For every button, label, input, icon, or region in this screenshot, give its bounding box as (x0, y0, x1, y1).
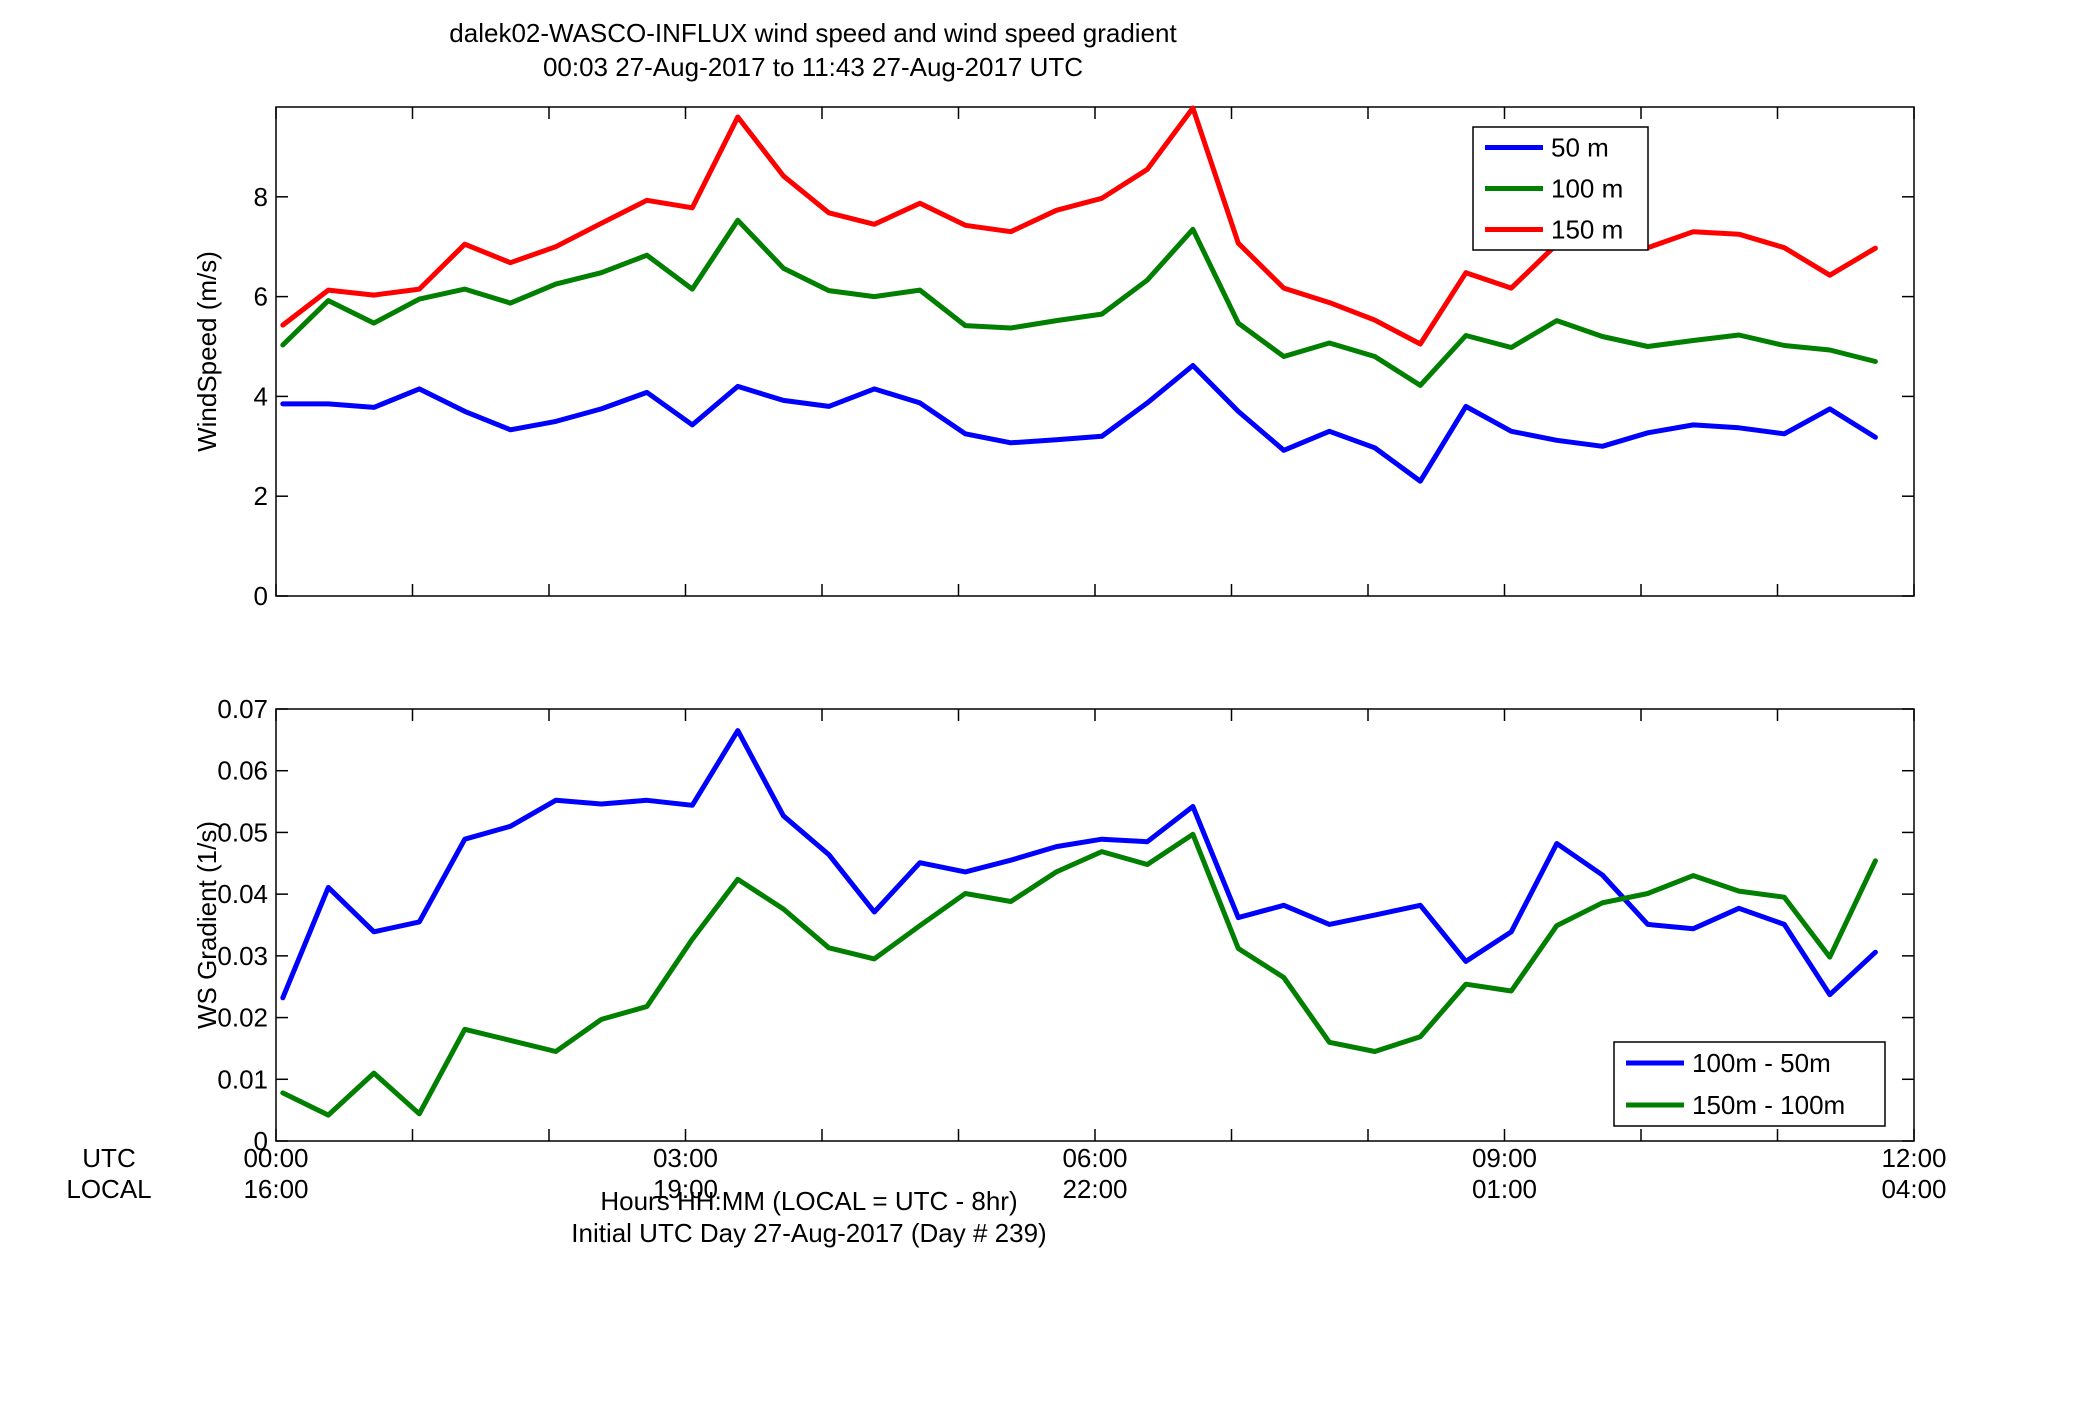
y-tick-label: 0.07 (217, 694, 268, 724)
local-row-label: LOCAL (66, 1174, 151, 1204)
x-tick-label-local: 22:00 (1062, 1174, 1127, 1204)
y-tick-label: 0 (254, 1126, 268, 1156)
y-tick-label: 6 (254, 282, 268, 312)
x-tick-label-local: 04:00 (1881, 1174, 1946, 1204)
x-tick-label-utc: 12:00 (1881, 1143, 1946, 1173)
gradient-panel: 0 0.01 0.02 0.03 0.04 0.05 0.06 0.07 WS Gradient… (192, 694, 1915, 1156)
y-axis-label: WS Gradient (1/s) (192, 821, 222, 1029)
x-tick-label-local: 01:00 (1472, 1174, 1537, 1204)
x-tick-label-utc: 03:00 (653, 1143, 718, 1173)
y-tick-label: 0.04 (217, 879, 268, 909)
y-axis-label: WindSpeed (m/s) (192, 251, 222, 452)
x-axis-text: UTC LOCAL Hours HH:MM (LOCAL = UTC - 8hr… (66, 1143, 1946, 1248)
utc-row-label: UTC (82, 1143, 135, 1173)
x-tick-label-local: 19:00 (653, 1174, 718, 1204)
series-line-50-m (280, 363, 1878, 484)
x-tick-label-utc: 06:00 (1062, 1143, 1127, 1173)
chart-title-line1: dalek02-WASCO-INFLUX wind speed and wind… (449, 18, 1177, 48)
y-tick-label: 0.05 (217, 817, 268, 847)
x-axis-label-line1: Hours HH:MM (LOCAL = UTC - 8hr) (600, 1186, 1017, 1216)
legend-entry-label: 50 m (1551, 133, 1609, 163)
x-tick-label-utc: 09:00 (1472, 1143, 1537, 1173)
chart-title-line2: 00:03 27-Aug-2017 to 11:43 27-Aug-2017 U… (543, 52, 1083, 82)
legend-entry-label: 150 m (1551, 215, 1623, 245)
legend: 100m - 50m 150m - 100m (1613, 1041, 1886, 1127)
series-line-100-m (280, 217, 1878, 388)
series-line-150m-100m (280, 831, 1878, 1118)
series-line-100m-50m (280, 728, 1878, 1001)
legend-entry-label: 100m - 50m (1692, 1048, 1831, 1078)
legend-entry-label: 100 m (1551, 174, 1623, 204)
y-tick-label: 0.03 (217, 941, 268, 971)
x-tick-label-local: 16:00 (243, 1174, 308, 1204)
x-axis-label-line2: Initial UTC Day 27-Aug-2017 (Day # 239) (571, 1218, 1046, 1248)
legend-box (1613, 1041, 1886, 1127)
y-tick-label: 0.01 (217, 1064, 268, 1094)
y-tick-label: 2 (254, 481, 268, 511)
y-tick-label: 0.02 (217, 1003, 268, 1033)
x-tick-label-utc: 00:00 (243, 1143, 308, 1173)
y-tick-label: 0 (254, 581, 268, 611)
windspeed-panel: 0 2 4 6 8 WindSpeed (m/s) 50 m 100 m 150 m (192, 105, 1915, 611)
legend: 50 m 100 m 150 m (1472, 126, 1649, 251)
legend-entry-label: 150m - 100m (1692, 1090, 1845, 1120)
y-tick-label: 0.06 (217, 756, 268, 786)
y-tick-label: 8 (254, 182, 268, 212)
y-tick-label: 4 (254, 381, 268, 411)
